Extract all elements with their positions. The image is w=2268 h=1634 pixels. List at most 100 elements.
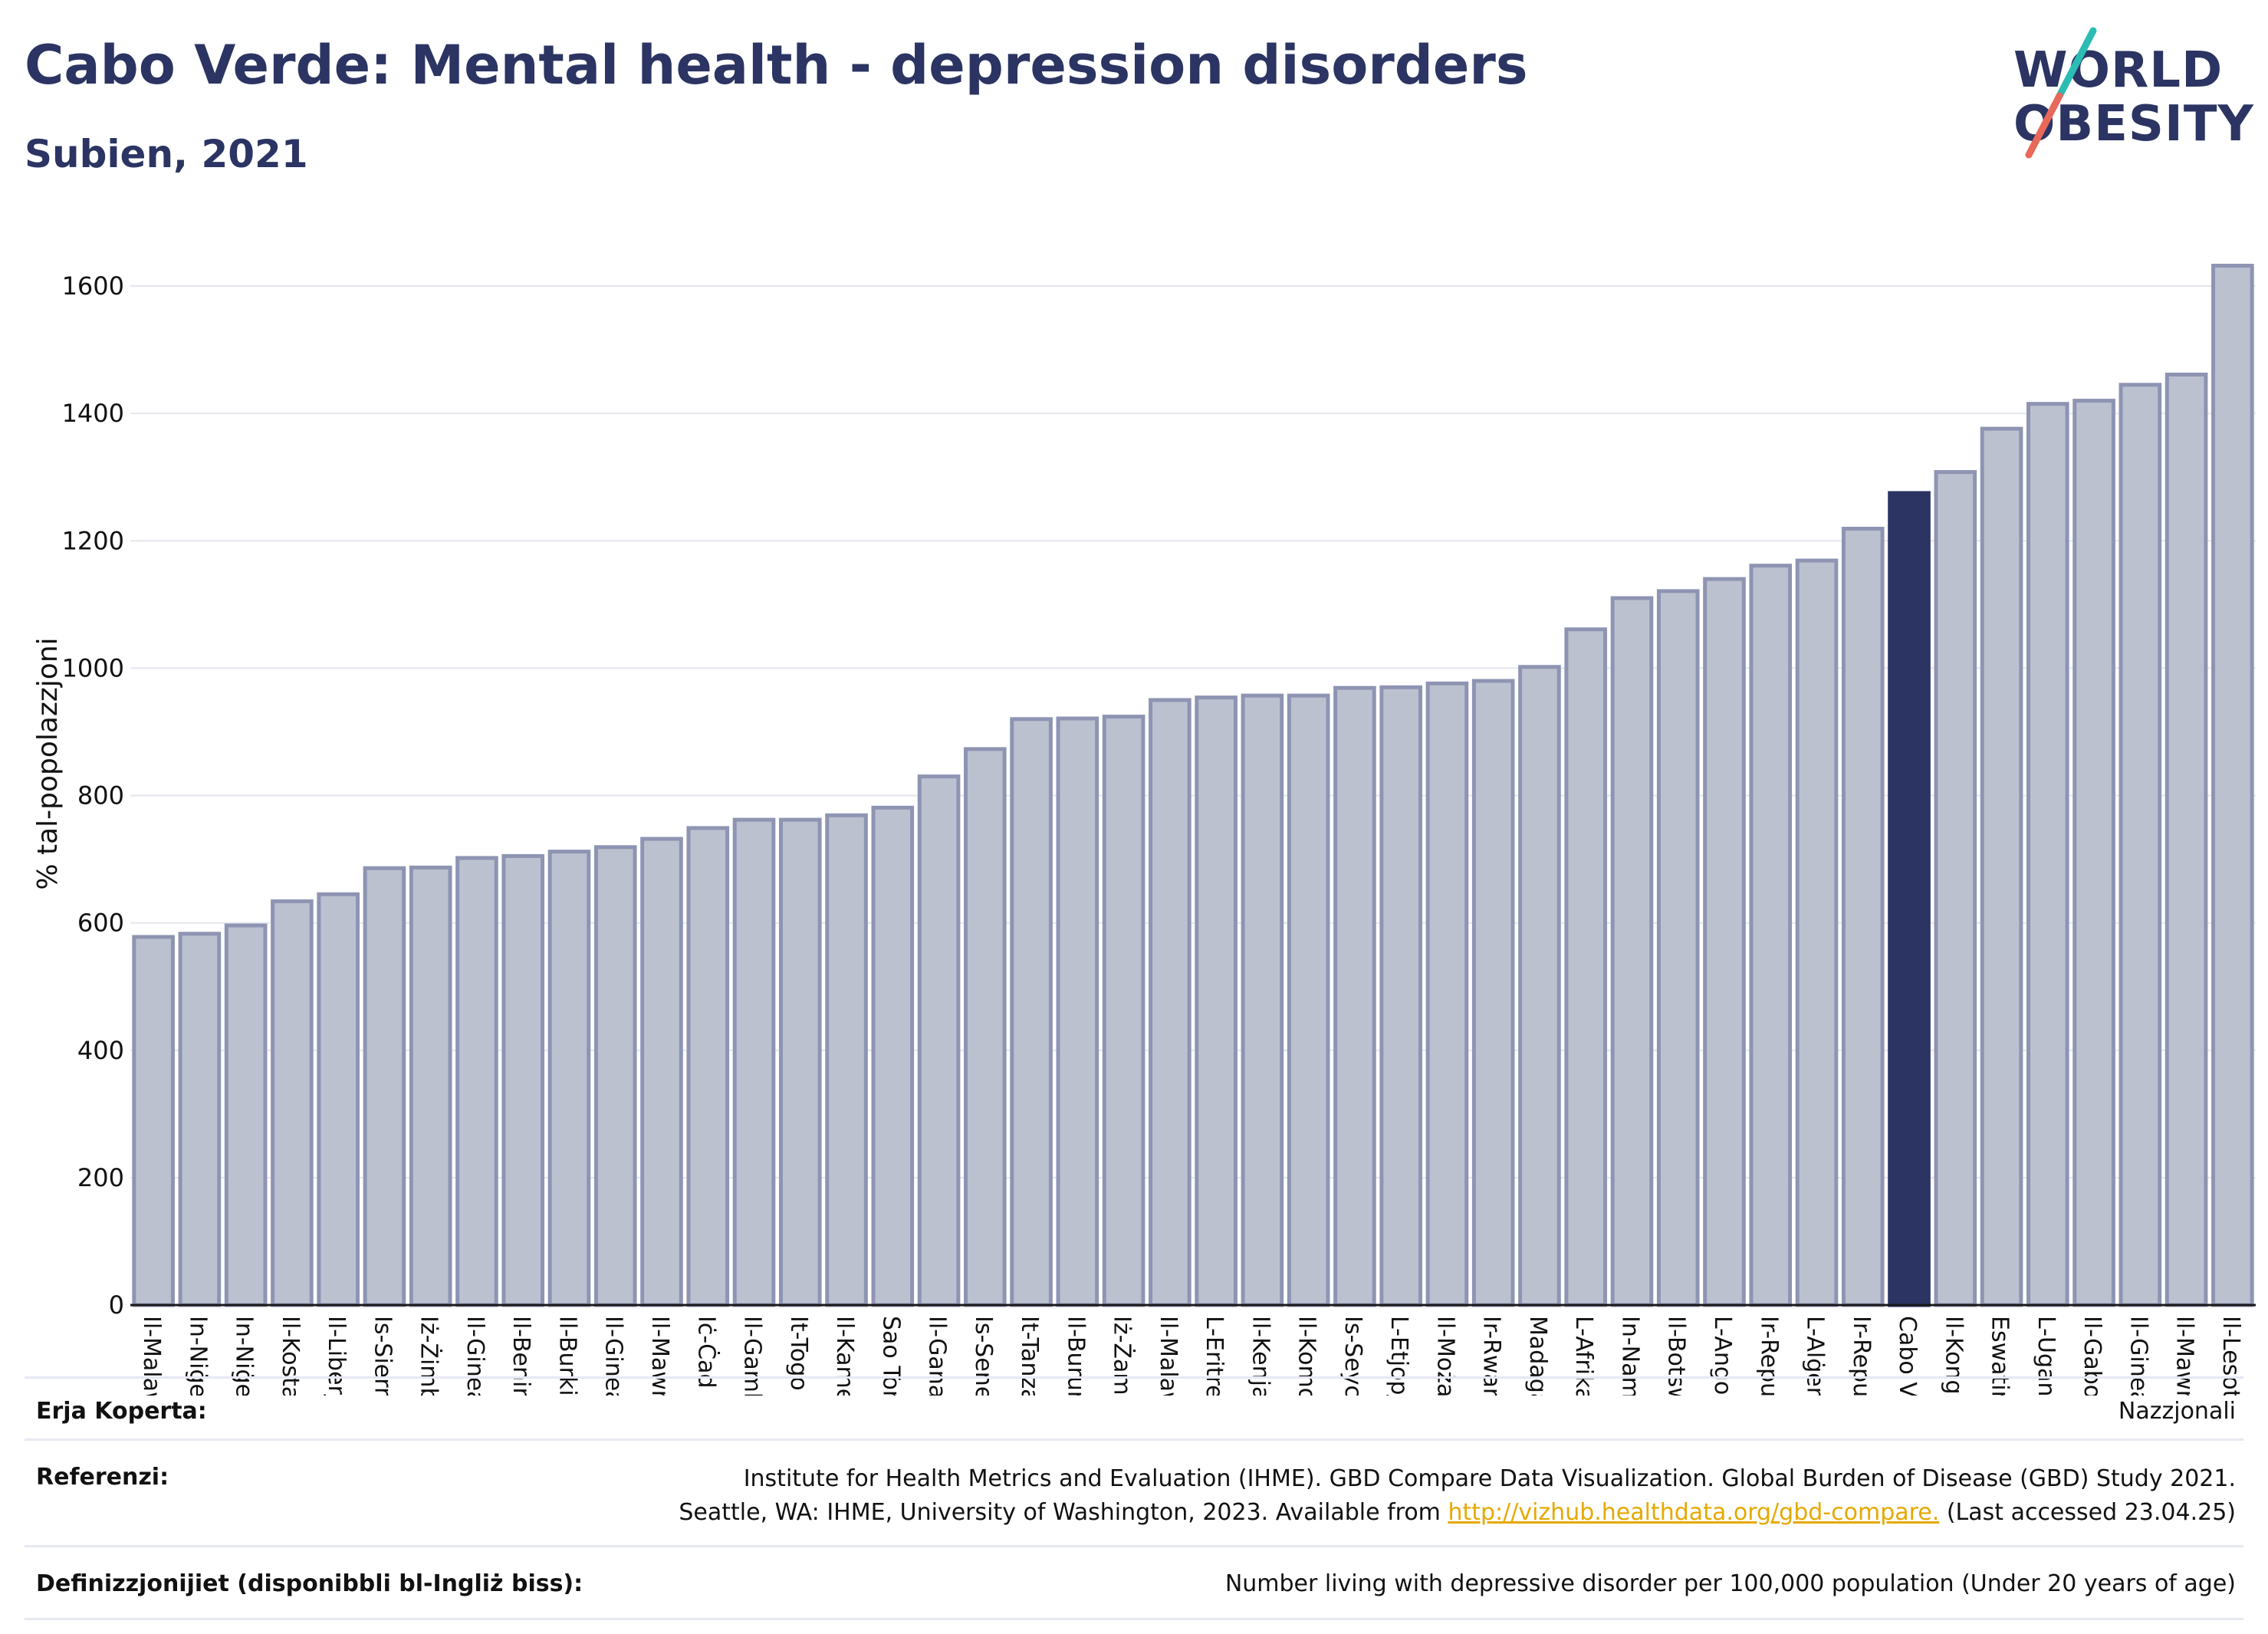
references-link[interactable]: http://vizhub.healthdata.org/gbd-compare… (1448, 1499, 1940, 1526)
x-tick-label: Il-Burundi (1062, 1316, 1089, 1396)
x-tick-label: L-Eritrea (1201, 1316, 1228, 1396)
world-obesity-logo: WORLD OBESITY (1994, 23, 2262, 169)
definitions-label: Definizzjonijiet (disponibbli bl-Ingliż … (36, 1570, 583, 1597)
bar (778, 817, 822, 1307)
bar (1241, 693, 1284, 1307)
x-tick-label: L-Angola (1709, 1316, 1736, 1396)
y-axis-ticks: 0 200 400 600 800 1000 1200 1400 1600 (62, 271, 124, 1320)
x-tick-label: L-Etjopja (1385, 1316, 1412, 1396)
x-tick-label: Il-Kongo (1940, 1316, 1967, 1396)
bar (1425, 681, 1469, 1307)
x-tick-label: In-Namibja (1616, 1316, 1643, 1396)
bar (1749, 564, 1793, 1307)
bar (1610, 596, 1654, 1307)
x-tick-label: Il-Ginea Ekwatorjali (2125, 1316, 2151, 1396)
references-line2-pre: Seattle, WA: IHME, University of Washing… (679, 1499, 1448, 1526)
bars (132, 263, 2254, 1307)
x-tick-label: Iċ-Ċad (692, 1316, 721, 1389)
bar (1056, 716, 1099, 1307)
x-tick-label: Il-Lesoto (2217, 1316, 2244, 1396)
references-value: Institute for Health Metrics and Evaluat… (549, 1462, 2236, 1530)
x-tick-label: L-Alġerija (1802, 1316, 1829, 1396)
bar (1980, 426, 2023, 1307)
bar (917, 774, 961, 1307)
x-tick-label: Il-Kenja (1247, 1316, 1274, 1396)
y-tick-label: 800 (77, 781, 124, 810)
bar (132, 935, 175, 1307)
bar (547, 850, 591, 1307)
y-tick-label: 400 (77, 1036, 124, 1065)
x-tick-label: Il-Malawi (1155, 1316, 1182, 1396)
footer-row-references: Referenzi: Institute for Health Metrics … (25, 1438, 2243, 1545)
bar (2118, 383, 2162, 1307)
x-tick-label: Is-Sierra Leone (369, 1316, 396, 1396)
x-tick-label: Il-Gambja (739, 1316, 766, 1396)
x-tick-label: It-Tanzanija (1016, 1316, 1043, 1396)
x-tick-label: Il-Burkina Faso (554, 1316, 580, 1396)
bar (1333, 685, 1376, 1307)
x-tick-label: Madagaskar (1524, 1316, 1551, 1396)
x-tick-label: Il-Komoros (1293, 1316, 1320, 1396)
bar (409, 865, 452, 1307)
x-tick-label: Il-Malawi (138, 1316, 165, 1396)
x-tick-label: Il-Kamerun (831, 1316, 858, 1396)
x-tick-label: Il-Ginea (462, 1316, 488, 1396)
bar (455, 856, 498, 1307)
x-tick-label: Cabo Verde (1894, 1316, 1921, 1396)
bar (1564, 627, 1608, 1307)
x-tick-label: Il-Mawrizju (2171, 1316, 2198, 1396)
bar (871, 805, 915, 1307)
x-axis-labels: Il-Malawi In-Niġer In-Niġerja Il-Kosta tal-… (138, 1316, 2244, 1396)
y-tick-label: 1600 (62, 271, 124, 301)
bar (686, 826, 730, 1307)
x-tick-label: L-Uganda (2033, 1316, 2059, 1396)
x-tick-label: Eswatini (1987, 1316, 2013, 1396)
bar (640, 837, 683, 1307)
x-tick-label: Il-Gabon (2079, 1316, 2105, 1396)
page-title: Cabo Verde: Mental health - depression d… (25, 34, 1528, 97)
x-tick-label: Il-Liberja (323, 1316, 350, 1396)
page-subtitle: Subien, 2021 (25, 132, 308, 176)
footer-row-definitions: Definizzjonijiet (disponibbli bl-Ingliż … (25, 1545, 2243, 1620)
logo-word-world: WORLD (2013, 42, 2224, 99)
x-tick-label: Ir-Rwanda (1478, 1316, 1505, 1396)
x-tick-label: In-Niġer (184, 1316, 211, 1396)
x-tick-label: Is-Senegal (970, 1316, 997, 1396)
bar (1010, 717, 1053, 1307)
footer-row-copyright: Erja Koperta: Nazzjonali (25, 1376, 2243, 1438)
x-tick-label: Iż-Żimbabwe (416, 1316, 443, 1396)
x-tick-label: Sao Tome u Principe (877, 1316, 904, 1396)
chart-footer: Erja Koperta: Nazzjonali Referenzi: Inst… (25, 1376, 2243, 1620)
bar (1518, 665, 1561, 1307)
x-tick-label: Ir-Repubblika tal-Afrika (1848, 1316, 1875, 1396)
bar (2026, 402, 2069, 1307)
bar (1287, 693, 1330, 1307)
y-tick-label: 1400 (62, 399, 124, 428)
bar (593, 845, 637, 1307)
bar (1656, 589, 1700, 1307)
bar (1841, 527, 1885, 1307)
references-label: Referenzi: (36, 1464, 169, 1491)
copyright-label: Erja Koperta: (36, 1398, 207, 1425)
x-tick-label: In-Niġerja (231, 1316, 258, 1396)
bar (224, 923, 268, 1307)
references-line2-post: (Last accessed 23.04.25) (1939, 1499, 2236, 1526)
y-tick-label: 1200 (62, 526, 124, 555)
bar (178, 932, 222, 1307)
bar (1471, 679, 1515, 1307)
y-axis-label: % tal-popolazzjoni (32, 637, 64, 889)
bar (825, 813, 868, 1307)
logo-slash-icon (2025, 27, 2097, 159)
x-tick-label: L-Afrika t'Isfel (1570, 1316, 1597, 1396)
bar (2164, 373, 2208, 1307)
bar (1102, 715, 1146, 1307)
x-tick-label: Il-Ginea-Bissau (600, 1316, 627, 1396)
x-tick-label: Il-Botswana (1663, 1316, 1690, 1396)
bar (1149, 698, 1192, 1307)
y-tick-label: 1000 (62, 653, 124, 682)
y-tick-label: 200 (77, 1163, 124, 1192)
y-tick-label: 0 (109, 1290, 124, 1320)
bar (363, 866, 406, 1307)
bar (1934, 470, 1977, 1307)
